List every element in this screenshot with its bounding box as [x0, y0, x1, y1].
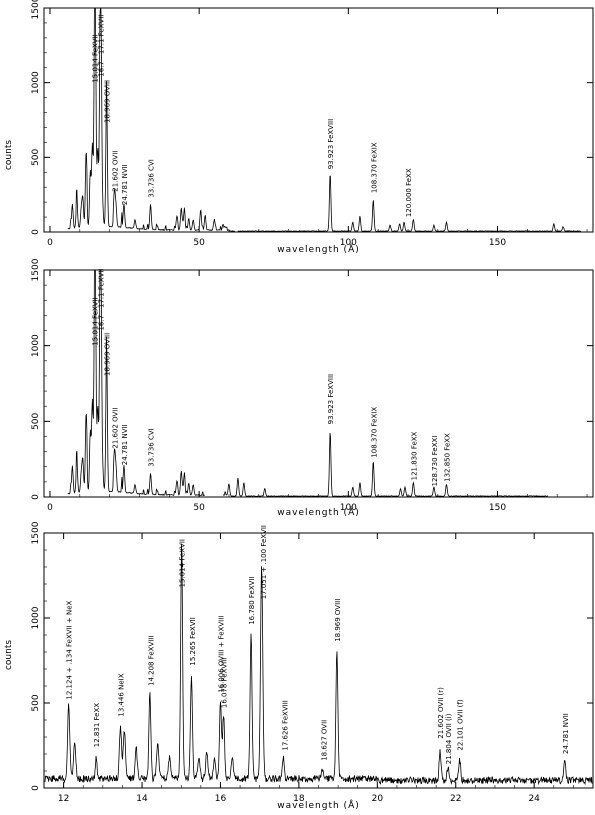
line-annotation: 18.969 OVIII: [334, 599, 342, 642]
x-tick-label: 20: [372, 794, 384, 804]
line-annotation: 120.000 FeXX: [405, 168, 413, 217]
y-tick-label: 1000: [31, 71, 41, 94]
x-tick-label: 150: [489, 238, 506, 248]
x-tick-label: 18: [293, 794, 305, 804]
y-tick-label: 1000: [31, 334, 41, 357]
y-tick-label: 1500: [31, 258, 41, 281]
y-tick-label: 0: [31, 229, 41, 235]
line-annotation: 18.969 OVIII: [104, 333, 112, 376]
line-annotation: 21.804 OVII (i): [445, 713, 453, 764]
bottom-y-axis-label: counts: [4, 640, 14, 670]
line-annotation: 22.101 OVII (f): [457, 699, 465, 750]
line-annotation: 16.780 FeXVII: [248, 576, 256, 624]
top-y-axis-label: counts: [4, 140, 14, 170]
line-annotation: 17.626 FeXVIII: [281, 700, 289, 750]
line-annotation: 15.265 FeXVII: [189, 617, 197, 665]
x-tick-label: 100: [340, 503, 357, 513]
y-tick-label: 0: [31, 494, 41, 500]
middle-x-axis-label: wavelength (Å): [277, 506, 359, 518]
x-tick-label: 22: [450, 794, 461, 804]
x-tick-label: 12: [58, 794, 69, 804]
middle-spectrum: 0 500 1000 1500 0 50 100 150 wavelength (Å) 15.01…: [31, 258, 594, 518]
line-annotation: 33.736 CVI: [148, 428, 156, 466]
x-tick-label: 0: [47, 503, 53, 513]
bottom-plot-frame: [43, 532, 594, 789]
bottom-spectrum-trace: [44, 543, 593, 786]
bottom-spectrum: 0 500 1000 1500 12 14 16 18 20 22 24 wavelength (Å)…: [4, 521, 594, 811]
x-tick-label: 150: [489, 503, 506, 513]
middle-spectrum-trace: [223, 432, 549, 498]
line-annotation: 12.831 FeXX: [93, 703, 101, 747]
y-tick-label: 1500: [31, 521, 41, 544]
line-annotation: 108.370 FeXIX: [370, 142, 378, 193]
line-annotation: 12.124 + .134 FeXVII + NeX: [66, 600, 74, 699]
y-tick-label: 500: [31, 148, 41, 165]
line-annotation: 128.730 FeXXI: [431, 436, 439, 487]
line-annotation: 14.208 FeXVIII: [147, 636, 155, 686]
line-annotation: 16.006 OVIII + FeXVIII: [217, 616, 225, 693]
line-annotation: 18.969 OVIII: [104, 80, 112, 123]
top-spectrum-trace: [67, 7, 235, 232]
line-annotation: 16.078 FeXVIII: [221, 658, 229, 708]
x-tick-label: 100: [340, 238, 357, 248]
line-annotation: 21.602 OVII: [111, 408, 119, 449]
line-annotation: 16.7 - 17.1 FeXVII: [98, 268, 106, 330]
line-annotation: 17.051 + .100 FeXVII: [260, 525, 268, 599]
y-tick-label: 1500: [31, 0, 41, 19]
x-tick-label: 0: [47, 238, 53, 248]
middle-spectrum-trace: [67, 269, 205, 497]
line-annotation: 18.627 OVII: [321, 720, 329, 761]
top-spectrum-trace: [237, 175, 582, 233]
y-tick-label: 500: [31, 412, 41, 429]
line-annotation: 93.923 FeXVIII: [327, 119, 335, 169]
line-annotation: 15.014 FeXVII: [92, 34, 100, 82]
line-annotation: 24.781 NVII: [121, 164, 129, 205]
line-annotation: 108.370 FeXIX: [370, 407, 378, 458]
y-tick-label: 1000: [31, 606, 41, 629]
y-tick-label: 500: [31, 694, 41, 711]
top-x-axis-label: wavelength (Å): [277, 243, 359, 255]
x-tick-label: 50: [193, 503, 205, 513]
line-annotation: 121.830 FeXX: [410, 431, 418, 480]
line-annotation: 16.7 - 17.1 FeXVII: [98, 15, 106, 77]
line-annotation: 132.850 FeXX: [443, 433, 451, 482]
line-annotation: 15.014 FeXVII: [179, 539, 187, 587]
x-tick-label: 50: [193, 238, 205, 248]
x-tick-label: 14: [136, 794, 148, 804]
line-annotation: 21.602 OVII: [111, 151, 119, 192]
x-tick-label: 24: [528, 794, 540, 804]
line-annotation: 33.736 CVI: [148, 159, 156, 197]
y-tick-label: 0: [31, 785, 41, 791]
top-spectrum: 0 500 1000 1500 0 50 100 150 wavelength (Å) count…: [4, 0, 594, 255]
bottom-x-axis-label: wavelength (Å): [277, 799, 359, 811]
line-annotation: 15.014 FeXVII: [92, 297, 100, 345]
line-annotation: 21.602 OVII (r): [437, 687, 445, 739]
x-tick-label: 16: [215, 794, 227, 804]
line-annotation: 93.923 FeXVIII: [327, 374, 335, 424]
line-annotation: 24.781 NVII: [121, 424, 129, 465]
line-annotation: 13.446 NeIX: [117, 673, 125, 716]
line-annotation: 24.781 NVII: [562, 713, 570, 754]
